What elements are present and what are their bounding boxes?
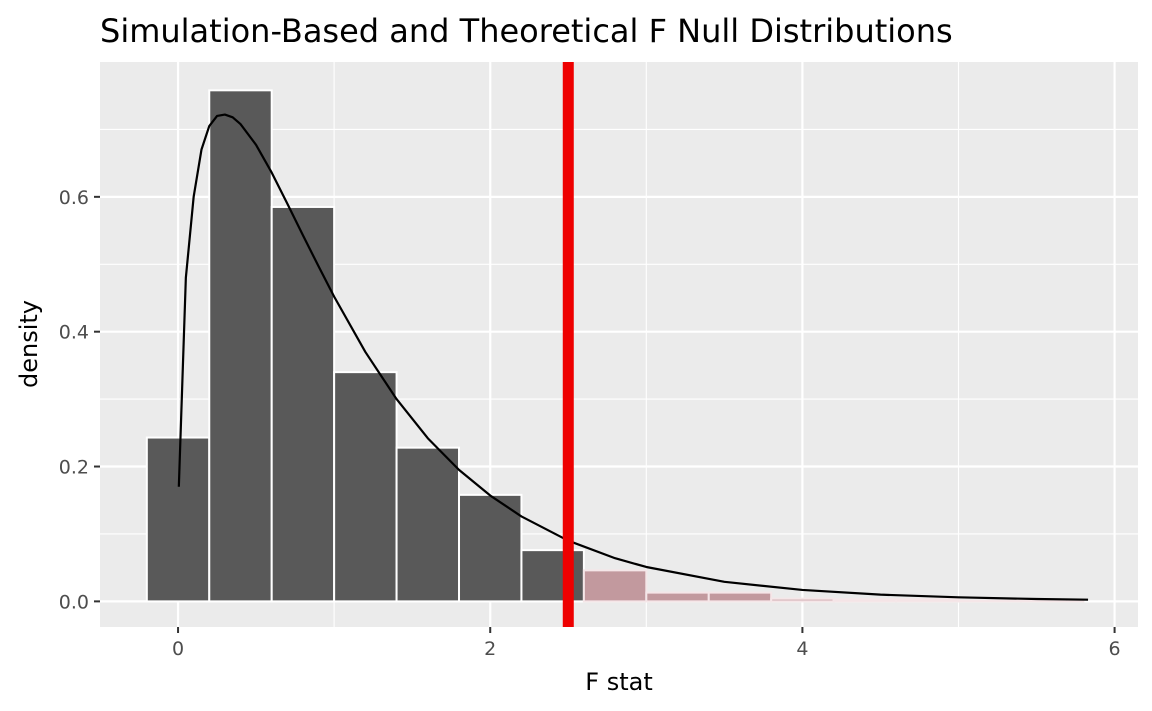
x-tick-label: 6 xyxy=(1109,638,1121,660)
x-tick-label: 4 xyxy=(796,638,808,660)
y-tick-label: 0.6 xyxy=(59,187,89,209)
chart-title: Simulation-Based and Theoretical F Null … xyxy=(100,12,953,50)
histogram-bar-shaded xyxy=(1019,599,1085,603)
histogram-bar xyxy=(145,436,211,603)
y-axis-title: density xyxy=(15,300,43,388)
histogram-bar xyxy=(458,493,523,603)
histogram-bar xyxy=(520,549,585,603)
histogram-bar-shaded xyxy=(770,597,835,603)
histogram-bar xyxy=(270,205,336,603)
histogram-bar-shaded xyxy=(707,591,773,603)
histogram-bar-shaded xyxy=(895,598,960,603)
x-tick-label: 0 xyxy=(172,638,184,660)
x-tick-label: 2 xyxy=(484,638,496,660)
y-axis-ticks: 0.0 0.2 0.4 0.6 xyxy=(59,187,100,613)
histogram-bar-shaded xyxy=(957,599,1022,603)
x-axis-ticks: 0 2 4 6 xyxy=(172,627,1121,660)
histogram-bar xyxy=(208,89,273,603)
histogram-bar-shaded xyxy=(582,569,648,603)
y-tick-label: 0.2 xyxy=(59,457,89,479)
theoretical-f-density-curve xyxy=(177,113,1089,601)
histogram-bar xyxy=(333,371,398,603)
histogram-bars xyxy=(145,89,1085,603)
y-tick-label: 0.4 xyxy=(59,322,89,344)
x-axis-title: F stat xyxy=(585,668,652,696)
histogram-bar-shaded xyxy=(645,591,710,603)
histogram-bar-shaded xyxy=(832,598,898,603)
histogram-bar xyxy=(395,446,461,603)
y-tick-label: 0.0 xyxy=(59,591,89,613)
